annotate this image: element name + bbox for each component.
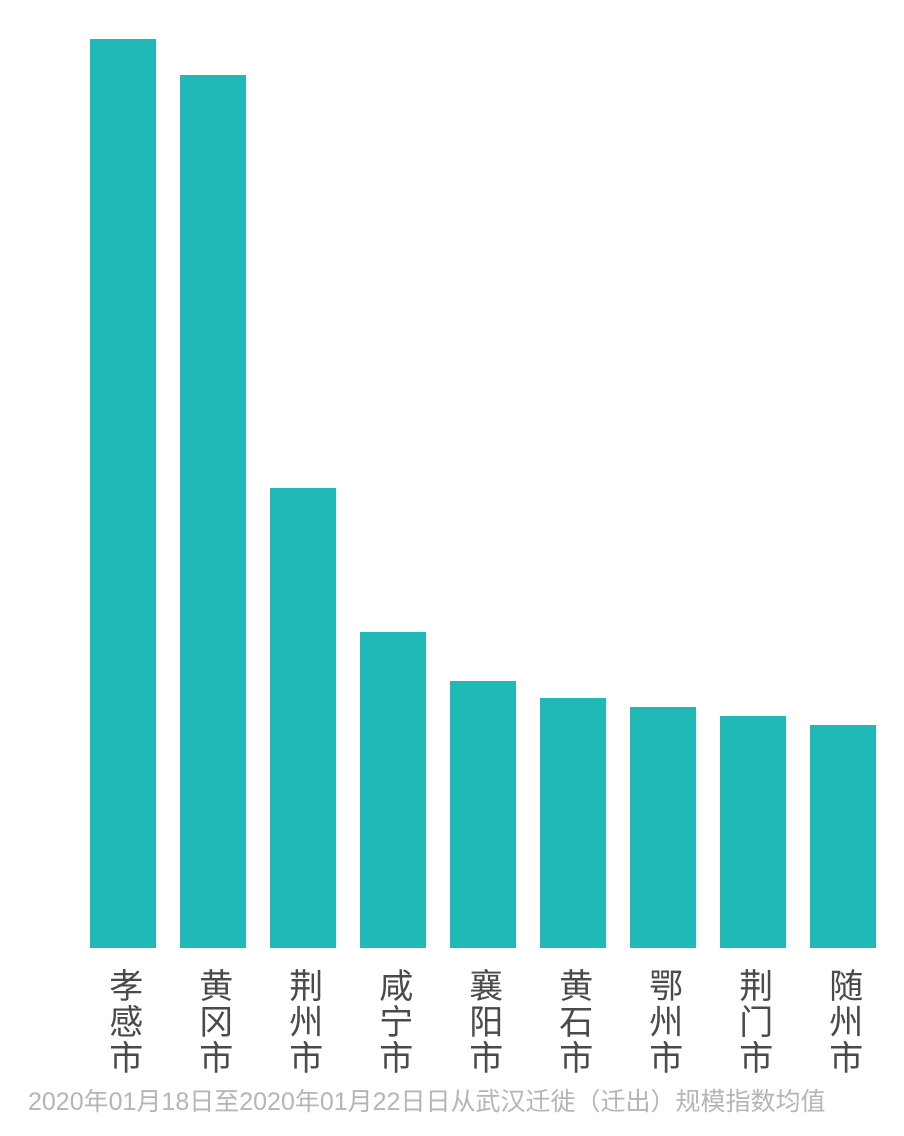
bar [810, 725, 877, 948]
bar-chart: 02468101214 孝感市黄冈市荆州市咸宁市襄阳市黄石市鄂州市荆门市随州市 … [0, 0, 904, 1136]
x-tick-label: 鄂州市 [644, 968, 680, 1076]
x-tick-label: 荆州市 [284, 968, 320, 1076]
bar [540, 698, 607, 948]
bar [180, 75, 247, 948]
bar [720, 716, 787, 948]
plot-area: 02468101214 [78, 18, 888, 948]
x-tick-label: 黄冈市 [194, 968, 230, 1076]
chart-caption: 2020年01月18日至2020年01月22日日从武汉迁徙（迁出）规模指数均值 [28, 1082, 825, 1118]
bar [360, 632, 427, 948]
x-tick-label: 荆门市 [734, 968, 770, 1076]
bar [630, 707, 697, 948]
x-tick-label: 黄石市 [554, 968, 590, 1076]
x-tick-label: 随州市 [824, 968, 860, 1076]
bars-layer [78, 18, 888, 948]
bar [90, 39, 157, 948]
bar [270, 488, 337, 948]
x-tick-label: 襄阳市 [464, 968, 500, 1076]
x-tick-label: 孝感市 [104, 968, 140, 1076]
bar [450, 681, 517, 948]
x-tick-label: 咸宁市 [374, 968, 410, 1076]
